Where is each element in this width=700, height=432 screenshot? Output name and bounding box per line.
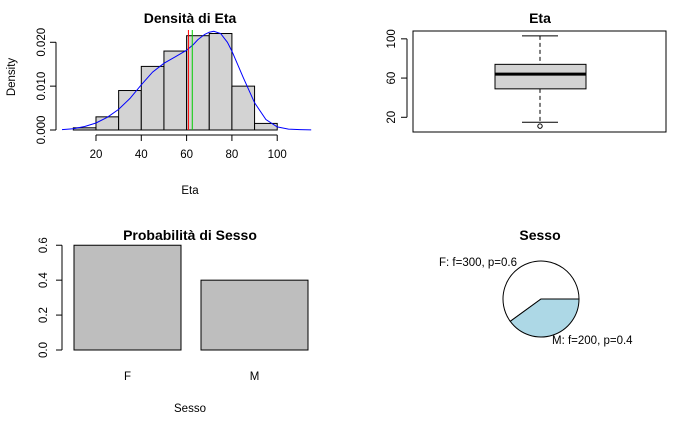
y-axis-label: Density: [6, 58, 18, 97]
box: [494, 63, 587, 90]
chart-title: Sesso: [519, 227, 560, 243]
x-category-label: F: [124, 371, 131, 383]
y-tick-label: 0.2: [38, 307, 50, 323]
x-axis-label: Eta: [181, 185, 199, 197]
histogram-panel: Densità di Eta 20 40 60 80 100 Eta 0.000 0.010 0.…: [6, 10, 312, 197]
boxplot-panel: Eta 20 60 100: [386, 10, 667, 133]
x-tick-label: 60: [180, 149, 193, 161]
y-tick-label: 0.6: [38, 237, 50, 253]
y-tick-label: 0.0: [38, 342, 50, 358]
bar: [73, 244, 182, 351]
outlier-point: [537, 123, 543, 129]
pie-slice: [502, 260, 580, 323]
y-tick-label: 0.020: [36, 28, 48, 57]
pie-panel: Sesso F: f=300, p=0.6 M: f=200, p=0.4: [439, 227, 633, 347]
x-tick-label: 20: [90, 149, 103, 161]
chart-title: Densità di Eta: [144, 10, 237, 26]
histogram-bar: [208, 33, 233, 131]
density-curve: [61, 30, 312, 131]
histogram-bar: [186, 35, 210, 131]
x-tick-label: 40: [135, 149, 148, 161]
x-axis-label: Sesso: [174, 403, 206, 415]
plot-frame: [412, 30, 667, 133]
y-tick-label: 100: [386, 29, 398, 48]
histogram-bar: [95, 116, 120, 131]
bar: [200, 279, 309, 351]
pie-slice-label: F: f=300, p=0.6: [439, 257, 517, 269]
histogram-bar: [231, 85, 256, 131]
y-tick-label: 60: [386, 72, 398, 85]
x-tick-label: 100: [268, 149, 287, 161]
chart-title: Probabilità di Sesso: [123, 227, 257, 243]
pie-slice: [509, 298, 580, 338]
histogram-bar: [163, 50, 188, 131]
histogram-bar: [140, 65, 165, 131]
x-category-label: M: [250, 371, 260, 383]
y-tick-label: 0.4: [38, 272, 50, 289]
pie-slice-label: M: f=200, p=0.4: [552, 335, 633, 347]
x-tick-label: 80: [226, 149, 239, 161]
chart-title: Eta: [529, 10, 551, 26]
y-tick-label: 0.000: [36, 116, 48, 145]
y-tick-label: 0.010: [36, 72, 48, 101]
barplot-panel: Probabilità di Sesso F M Sesso 0.0 0.2 0.4 0.6: [38, 227, 309, 415]
y-tick-label: 20: [386, 111, 398, 124]
histogram-bar: [118, 90, 142, 131]
